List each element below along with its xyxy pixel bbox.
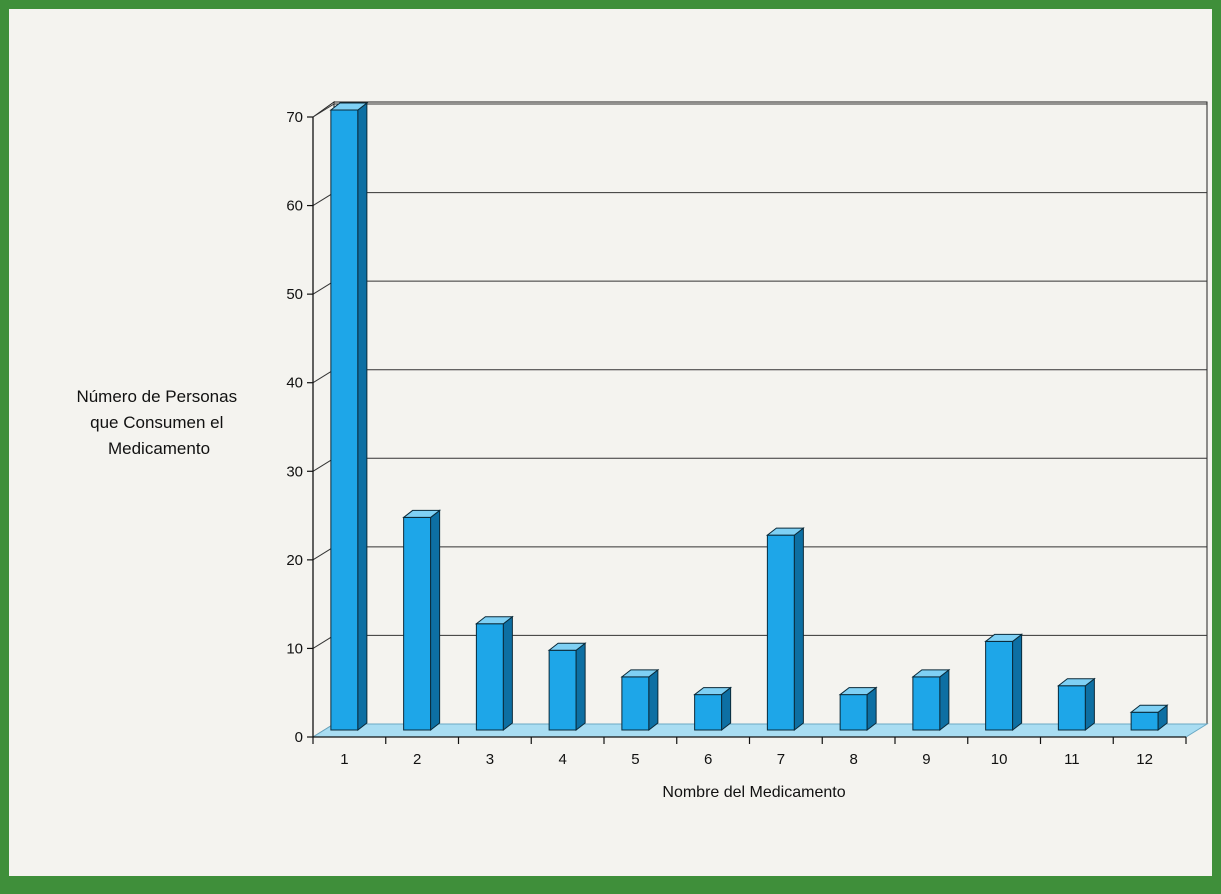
y-tick-label: 10 (286, 640, 303, 657)
bar (693, 686, 733, 732)
x-tick-label: 11 (1064, 751, 1080, 768)
gridline-side (312, 103, 335, 118)
bar-front (621, 676, 650, 731)
bar-top (765, 527, 805, 536)
bar-top (984, 633, 1024, 642)
bar-top (620, 669, 660, 678)
x-tick-label: 2 (413, 751, 421, 768)
bar (765, 527, 805, 732)
bar-front (694, 694, 723, 731)
bar-side (575, 642, 586, 732)
bar-side (648, 668, 659, 732)
bar-front (403, 516, 432, 731)
y-tick-label: 60 (286, 198, 303, 215)
bar-side (1084, 677, 1095, 732)
bar-top (838, 687, 878, 696)
x-axis-title: Nombre del Medicamento (662, 784, 845, 801)
plot-walls (312, 101, 1208, 738)
x-tick-label: 7 (777, 751, 785, 768)
y-tick-label: 50 (286, 286, 303, 303)
bar-front (912, 676, 941, 731)
x-tick-label: 10 (991, 751, 1008, 768)
bar-front (985, 640, 1014, 731)
bar-side (430, 509, 441, 732)
bar-top (1056, 678, 1096, 687)
y-axis-title-line-2: que Consumen el (90, 413, 223, 432)
bar-front (839, 694, 868, 731)
x-tick-label: 6 (704, 751, 712, 768)
x-tick-label: 12 (1136, 751, 1153, 768)
bar (1129, 704, 1169, 732)
gridlines (312, 103, 1207, 649)
bar-front (330, 109, 359, 731)
axes (307, 116, 1187, 744)
bar-front (766, 534, 795, 731)
bar-side (357, 101, 368, 732)
x-tick-label: 1 (340, 751, 348, 768)
bars (329, 101, 1169, 732)
bar-top (911, 669, 951, 678)
bar-top (474, 616, 514, 625)
bar (547, 642, 587, 732)
bar (474, 615, 514, 732)
bar (1056, 677, 1096, 732)
y-tick-label: 70 (286, 109, 303, 126)
x-tick-labels: 1 2 3 4 5 6 7 8 9 10 11 12 (340, 751, 1153, 768)
bar-front (1057, 685, 1086, 731)
bar-front (548, 649, 577, 731)
bar-top (547, 642, 587, 651)
y-tick-label: 20 (286, 552, 303, 569)
bar (911, 668, 951, 732)
x-tick-label: 4 (558, 751, 566, 768)
x-tick-label: 3 (486, 751, 494, 768)
y-tick-label: 30 (286, 463, 303, 480)
bar-top (1129, 704, 1169, 713)
x-tick-label: 9 (922, 751, 930, 768)
y-axis-title-line-3: Medicamento (108, 439, 210, 458)
y-tick-label: 0 (295, 729, 303, 746)
bar-front (475, 623, 504, 731)
bar-top (693, 687, 733, 696)
x-tick-label: 8 (849, 751, 857, 768)
y-tick-labels: 0 10 20 30 40 50 60 70 (286, 109, 303, 746)
bar-front (1130, 711, 1159, 731)
bar (402, 509, 442, 732)
bar-top (402, 509, 442, 518)
bar-side (793, 527, 804, 732)
bar (984, 633, 1024, 732)
bar-side (1012, 633, 1023, 732)
y-axis-title: Número de Personas que Consumen el Medic… (76, 387, 241, 458)
bar-side (502, 615, 513, 732)
bar (838, 686, 878, 732)
bar-side (939, 668, 950, 732)
bar-top (329, 102, 369, 111)
bar (620, 668, 660, 732)
x-tick-label: 5 (631, 751, 639, 768)
y-tick-label: 40 (286, 375, 303, 392)
bar (329, 101, 369, 732)
y-axis-title-line-1: Número de Personas (76, 387, 237, 406)
